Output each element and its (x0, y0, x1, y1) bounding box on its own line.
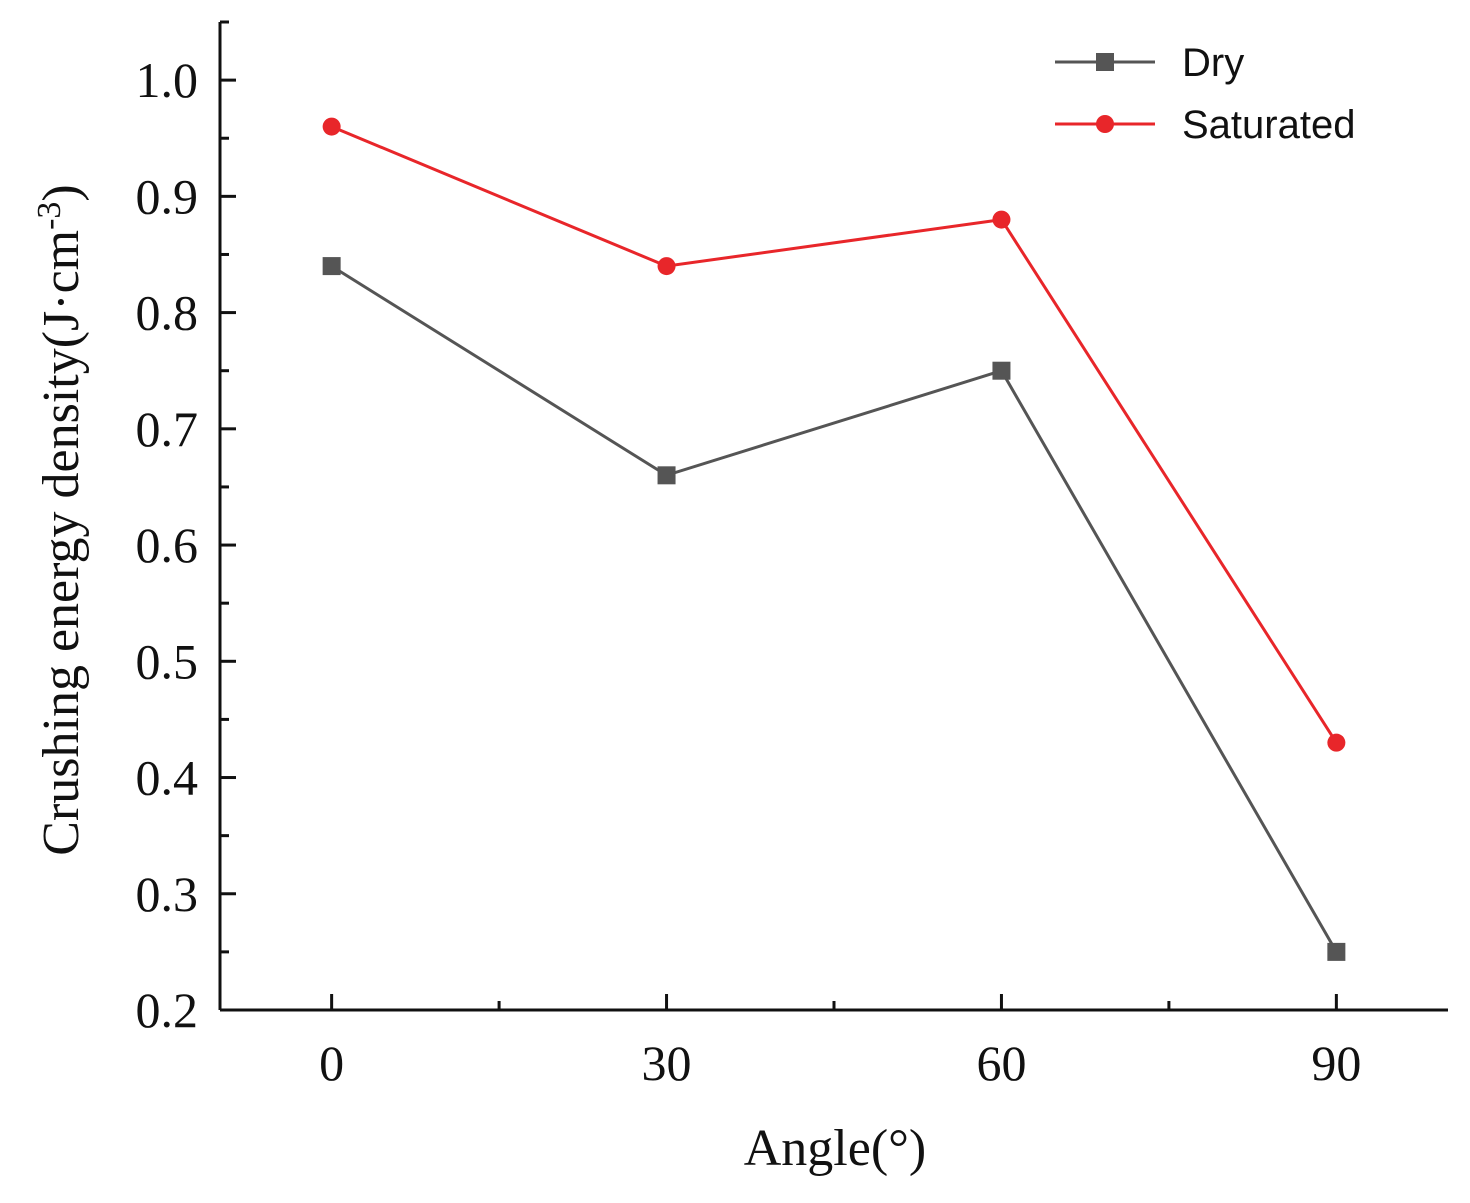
x-axis-title: Angle(°) (744, 1120, 927, 1177)
legend-item-saturated: Saturated (1055, 103, 1355, 147)
y-tick-label: 0.2 (136, 982, 199, 1038)
y-tick-label: 0.3 (136, 866, 199, 922)
x-ticks: 0 30 60 90 (319, 994, 1361, 1091)
legend: Dry Saturated (1055, 41, 1355, 147)
legend-label: Saturated (1182, 103, 1355, 147)
legend-marker (1096, 115, 1114, 133)
data-point (992, 210, 1011, 229)
axes (218, 22, 1448, 1012)
series-layer (322, 117, 1346, 961)
y-ticks: 0.2 0.3 0.4 0.5 0.6 0.7 0.8 0.9 1.0 (136, 20, 236, 1038)
y-tick-label: 1.0 (136, 52, 199, 108)
x-tick-label: 60 (976, 1035, 1026, 1091)
y-tick-label: 0.9 (136, 168, 199, 224)
y-axis-title: Crushing energy density(J·cm-3) (31, 184, 90, 855)
legend-item-dry: Dry (1055, 41, 1244, 85)
x-tick-label: 0 (319, 1035, 344, 1091)
y-tick-label: 0.6 (136, 517, 199, 573)
legend-marker (1096, 53, 1114, 71)
data-point (657, 466, 676, 485)
x-tick-label: 30 (642, 1035, 692, 1091)
data-point (322, 117, 341, 136)
x-tick-label: 90 (1311, 1035, 1361, 1091)
legend-label: Dry (1182, 41, 1244, 85)
series-line (331, 125, 1338, 744)
data-point (322, 257, 341, 276)
data-point (1327, 733, 1346, 752)
series-dry (322, 257, 1346, 961)
y-tick-label: 0.5 (136, 633, 199, 689)
data-point (1327, 942, 1346, 961)
y-tick-label: 0.7 (136, 401, 199, 457)
series-saturated (322, 117, 1346, 752)
y-tick-label: 0.4 (136, 750, 199, 806)
data-point (992, 361, 1011, 380)
y-axis-title-suffix: ) (33, 184, 90, 201)
series-line (330, 264, 1338, 953)
data-point (657, 257, 676, 276)
y-axis-title-superscript: -3 (31, 202, 68, 230)
y-tick-label: 0.8 (136, 285, 199, 341)
y-axis-title-main: Crushing energy density(J·cm (33, 230, 90, 856)
